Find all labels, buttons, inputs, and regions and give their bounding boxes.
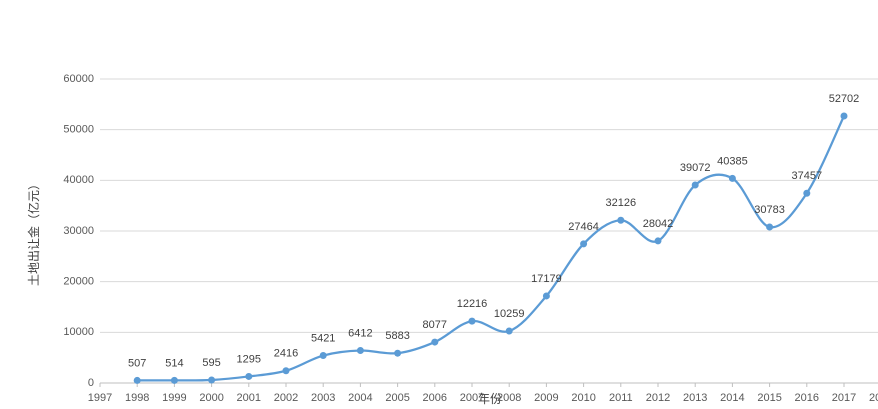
point bbox=[766, 223, 774, 231]
point bbox=[208, 376, 216, 384]
point bbox=[580, 240, 588, 248]
x-tick-label: 2010 bbox=[571, 392, 595, 404]
y-tick-label: 30000 bbox=[63, 225, 94, 237]
x-tick-label: 2001 bbox=[237, 392, 261, 404]
data-label: 27464 bbox=[568, 221, 599, 233]
data-label: 595 bbox=[202, 357, 220, 369]
point bbox=[431, 338, 439, 346]
point bbox=[394, 349, 402, 357]
data-label: 52702 bbox=[829, 93, 860, 105]
data-label: 39072 bbox=[680, 162, 711, 174]
point bbox=[319, 352, 327, 360]
x-tick-label: 2017 bbox=[832, 392, 856, 404]
point bbox=[840, 112, 848, 120]
x-tick-label: 2008 bbox=[497, 392, 521, 404]
point bbox=[245, 372, 253, 380]
point bbox=[542, 292, 550, 300]
x-tick-label: 2000 bbox=[199, 392, 223, 404]
data-label: 6412 bbox=[348, 327, 372, 339]
x-tick-label: 2015 bbox=[757, 392, 781, 404]
data-label: 1295 bbox=[237, 353, 261, 365]
x-tick-label: 2002 bbox=[274, 392, 298, 404]
x-tick-label: 1998 bbox=[125, 392, 149, 404]
x-tick-label: 2003 bbox=[311, 392, 335, 404]
y-axis-label: 土地出让金（亿元） bbox=[26, 178, 41, 286]
point bbox=[691, 181, 699, 189]
x-tick-label: 2009 bbox=[534, 392, 558, 404]
x-tick-label: 1999 bbox=[162, 392, 186, 404]
y-tick-label: 20000 bbox=[63, 276, 94, 288]
x-tick-label: 2007 bbox=[460, 392, 484, 404]
data-label: 2416 bbox=[274, 348, 298, 360]
point bbox=[170, 376, 178, 384]
x-tick-label: 2005 bbox=[385, 392, 409, 404]
data-label: 5883 bbox=[385, 330, 409, 342]
y-tick-label: 50000 bbox=[63, 124, 94, 136]
x-tick-label: 2016 bbox=[795, 392, 819, 404]
data-label: 507 bbox=[128, 357, 146, 369]
point bbox=[728, 174, 736, 182]
point bbox=[356, 347, 364, 355]
data-label: 514 bbox=[165, 357, 183, 369]
data-label: 37457 bbox=[792, 170, 823, 182]
point bbox=[803, 189, 811, 197]
x-tick-label: 2013 bbox=[683, 392, 707, 404]
y-tick-label: 60000 bbox=[63, 73, 94, 85]
data-label: 8077 bbox=[423, 319, 447, 331]
x-tick-label: 2018 bbox=[869, 392, 878, 404]
data-label: 32126 bbox=[606, 197, 637, 209]
x-tick-label: 1997 bbox=[88, 392, 112, 404]
data-label: 30783 bbox=[754, 204, 785, 216]
point bbox=[505, 327, 513, 335]
point bbox=[282, 367, 290, 375]
x-tick-label: 2014 bbox=[720, 392, 744, 404]
data-label: 40385 bbox=[717, 155, 748, 167]
point bbox=[468, 317, 476, 325]
point bbox=[617, 216, 625, 224]
point bbox=[654, 237, 662, 245]
y-tick-label: 40000 bbox=[63, 174, 94, 186]
data-label: 12216 bbox=[457, 298, 488, 310]
x-tick-label: 2011 bbox=[609, 392, 633, 404]
y-tick-label: 10000 bbox=[63, 326, 94, 338]
data-label: 17179 bbox=[531, 273, 562, 285]
data-label: 5421 bbox=[311, 332, 335, 344]
x-tick-label: 2006 bbox=[423, 392, 447, 404]
x-tick-label: 2004 bbox=[348, 392, 372, 404]
point bbox=[133, 376, 141, 384]
y-tick-label: 0 bbox=[88, 377, 94, 389]
x-tick-label: 2012 bbox=[646, 392, 670, 404]
x-axis-label: 年份 bbox=[478, 392, 502, 406]
data-label: 28042 bbox=[643, 218, 674, 230]
data-label: 10259 bbox=[494, 308, 525, 320]
